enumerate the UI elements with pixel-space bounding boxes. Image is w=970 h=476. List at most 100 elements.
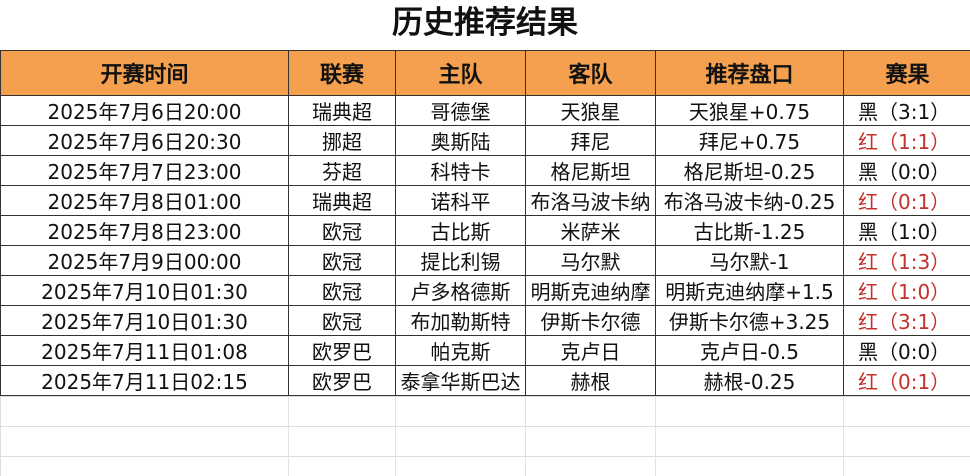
cell-pick-text: 拜尼+0.75 [698, 130, 801, 154]
empty-grid [0, 396, 970, 476]
cell-away[interactable]: 拜尼 [525, 125, 656, 156]
header-home[interactable]: 主队 [395, 50, 526, 96]
cell-home[interactable]: 古比斯 [395, 215, 526, 246]
cell-pick[interactable]: 伊斯卡尔德+3.25 [655, 305, 844, 336]
cell-away[interactable]: 明斯克迪纳摩 [525, 275, 656, 306]
cell-result-text: 黑（0:0） [858, 340, 951, 364]
cell-result[interactable]: 红（0:1） [843, 365, 970, 396]
cell-away-text: 赫根 [570, 370, 611, 394]
cell-home-text: 提比利锡 [420, 250, 501, 274]
cell-league-text: 欧冠 [322, 280, 362, 304]
cell-pick[interactable]: 明斯克迪纳摩+1.5 [655, 275, 844, 306]
table-row: 2025年7月8日01:00 瑞典超 诺科平 布洛马波卡纳 布洛马波卡纳-0.25 红（0… [0, 185, 970, 216]
cell-pick[interactable]: 马尔默-1 [655, 245, 844, 276]
cell-time[interactable]: 2025年7月6日20:00 [0, 95, 289, 126]
cell-league[interactable]: 欧罗巴 [288, 335, 396, 366]
cell-league[interactable]: 欧冠 [288, 245, 396, 276]
cell-pick[interactable]: 布洛马波卡纳-0.25 [655, 185, 844, 216]
cell-home-text: 古比斯 [430, 220, 491, 244]
header-pick[interactable]: 推荐盘口 [655, 50, 844, 96]
cell-away-text: 天狼星 [560, 100, 621, 124]
cell-home[interactable]: 帕克斯 [395, 335, 526, 366]
cell-league[interactable]: 芬超 [288, 155, 396, 186]
cell-away[interactable]: 格尼斯坦 [525, 155, 656, 186]
cell-league[interactable]: 欧冠 [288, 275, 396, 306]
cell-home[interactable]: 奥斯陆 [395, 125, 526, 156]
cell-home[interactable]: 卢多格德斯 [395, 275, 526, 306]
cell-result[interactable]: 黑（3:1） [843, 95, 970, 126]
cell-time[interactable]: 2025年7月10日01:30 [0, 305, 289, 336]
cell-home-text: 布加勒斯特 [410, 310, 511, 334]
header-time[interactable]: 开赛时间 [0, 50, 289, 96]
cell-time[interactable]: 2025年7月6日20:30 [0, 125, 289, 156]
cell-home[interactable]: 布加勒斯特 [395, 305, 526, 336]
cell-result-text: 黑（1:0） [858, 220, 951, 244]
grid-line [288, 396, 289, 476]
table-row: 2025年7月10日01:30 欧冠 卢多格德斯 明斯克迪纳摩 明斯克迪纳摩+1.5 红（… [0, 275, 970, 306]
cell-pick[interactable]: 克卢日-0.5 [655, 335, 844, 366]
cell-result[interactable]: 黑（0:0） [843, 335, 970, 366]
grid-line [525, 396, 526, 476]
cell-away[interactable]: 克卢日 [525, 335, 656, 366]
cell-time[interactable]: 2025年7月11日02:15 [0, 365, 289, 396]
cell-time-text: 2025年7月11日01:08 [41, 340, 248, 364]
cell-home-text: 科特卡 [430, 160, 491, 184]
cell-away[interactable]: 米萨米 [525, 215, 656, 246]
cell-pick[interactable]: 天狼星+0.75 [655, 95, 844, 126]
cell-time[interactable]: 2025年7月8日01:00 [0, 185, 289, 216]
cell-home[interactable]: 哥德堡 [395, 95, 526, 126]
cell-league[interactable]: 欧冠 [288, 305, 396, 336]
cell-pick[interactable]: 格尼斯坦-0.25 [655, 155, 844, 186]
cell-time[interactable]: 2025年7月11日01:08 [0, 335, 289, 366]
cell-result[interactable]: 红（1:1） [843, 125, 970, 156]
header-league[interactable]: 联赛 [288, 50, 396, 96]
cell-result[interactable]: 红（1:0） [843, 275, 970, 306]
cell-home-text: 奥斯陆 [430, 130, 491, 154]
cell-pick-text: 伊斯卡尔德+3.25 [668, 310, 831, 334]
cell-league[interactable]: 瑞典超 [288, 95, 396, 126]
cell-league[interactable]: 欧冠 [288, 215, 396, 246]
cell-result[interactable]: 黑（1:0） [843, 215, 970, 246]
table-row: 2025年7月11日02:15 欧罗巴 泰拿华斯巴达 赫根 赫根-0.25 红（0:1） [0, 365, 970, 396]
cell-away[interactable]: 赫根 [525, 365, 656, 396]
cell-pick[interactable]: 古比斯-1.25 [655, 215, 844, 246]
cell-time[interactable]: 2025年7月10日01:30 [0, 275, 289, 306]
cell-result-text: 黑（0:0） [858, 160, 951, 184]
cell-time[interactable]: 2025年7月8日23:00 [0, 215, 289, 246]
cell-pick[interactable]: 拜尼+0.75 [655, 125, 844, 156]
cell-away[interactable]: 布洛马波卡纳 [525, 185, 656, 216]
cell-result[interactable]: 红（1:3） [843, 245, 970, 276]
cell-time[interactable]: 2025年7月9日00:00 [0, 245, 289, 276]
cell-league[interactable]: 欧罗巴 [288, 365, 396, 396]
cell-result-text: 红（1:0） [858, 280, 951, 304]
grid-line [395, 396, 396, 476]
cell-home[interactable]: 提比利锡 [395, 245, 526, 276]
cell-time-text: 2025年7月8日01:00 [47, 190, 242, 214]
sheet-title: 历史推荐结果 [392, 5, 578, 41]
header-row: 开赛时间 联赛 主队 客队 推荐盘口 赛果 [0, 50, 970, 96]
cell-away-text: 布洛马波卡纳 [530, 190, 651, 214]
cell-result[interactable]: 红（3:1） [843, 305, 970, 336]
cell-away[interactable]: 伊斯卡尔德 [525, 305, 656, 336]
cell-time[interactable]: 2025年7月7日23:00 [0, 155, 289, 186]
cell-away-text: 拜尼 [570, 130, 611, 154]
cell-time-text: 2025年7月10日01:30 [41, 280, 248, 304]
cell-away[interactable]: 天狼星 [525, 95, 656, 126]
cell-home[interactable]: 诺科平 [395, 185, 526, 216]
cell-league[interactable]: 瑞典超 [288, 185, 396, 216]
cell-pick[interactable]: 赫根-0.25 [655, 365, 844, 396]
cell-league-text: 芬超 [322, 160, 362, 184]
cell-league-text: 欧冠 [322, 220, 362, 244]
cell-home-text: 卢多格德斯 [410, 280, 511, 304]
cell-home[interactable]: 泰拿华斯巴达 [395, 365, 526, 396]
cell-result-text: 红（0:1） [858, 190, 951, 214]
header-result[interactable]: 赛果 [843, 50, 970, 96]
header-away[interactable]: 客队 [525, 50, 656, 96]
cell-result[interactable]: 红（0:1） [843, 185, 970, 216]
cell-home[interactable]: 科特卡 [395, 155, 526, 186]
table-row: 2025年7月7日23:00 芬超 科特卡 格尼斯坦 格尼斯坦-0.25 黑（0:0） [0, 155, 970, 186]
cell-league[interactable]: 挪超 [288, 125, 396, 156]
cell-result[interactable]: 黑（0:0） [843, 155, 970, 186]
cell-league-text: 瑞典超 [312, 190, 372, 214]
cell-away[interactable]: 马尔默 [525, 245, 656, 276]
